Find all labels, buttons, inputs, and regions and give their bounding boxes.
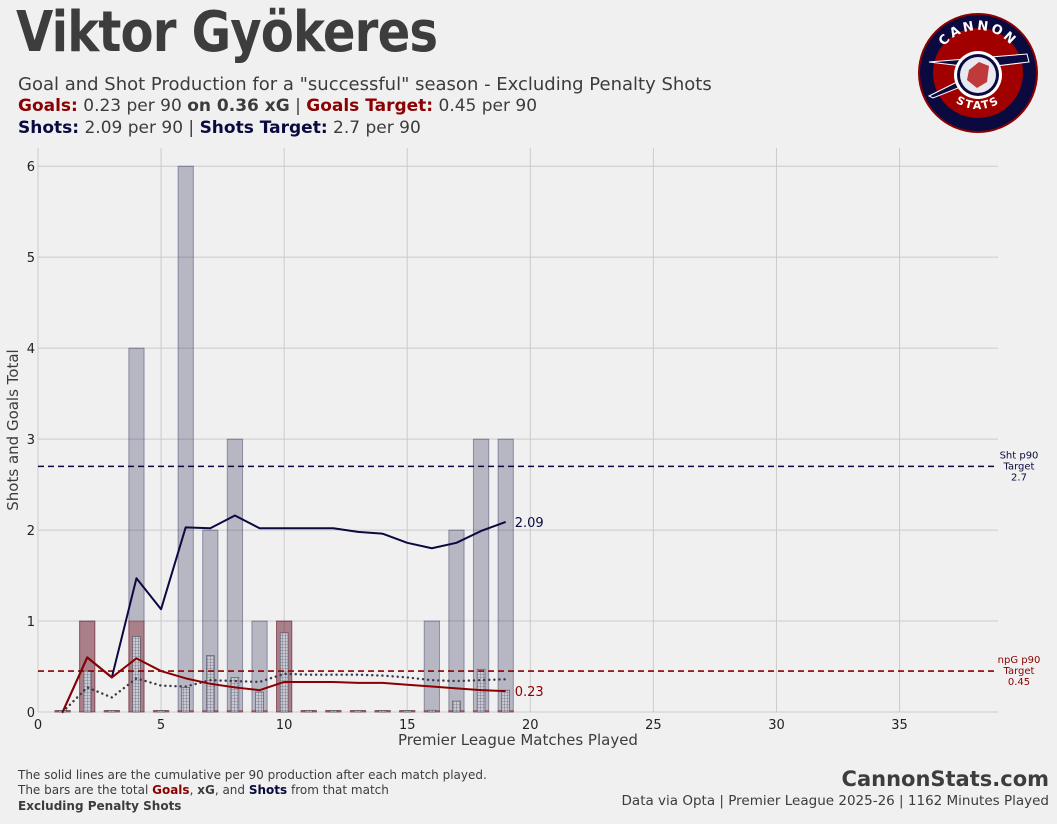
xg-bar <box>132 636 141 713</box>
shots-summary: Shots: 2.09 per 90 | Shots Target: 2.7 p… <box>18 118 421 138</box>
xg-bar <box>107 710 117 713</box>
goals-end-label: 0.23 <box>515 685 544 700</box>
y-tick-label: 2 <box>27 524 35 539</box>
x-tick-label: 20 <box>522 718 539 733</box>
y-tick-label: 1 <box>27 615 35 630</box>
goals-target-label: npG p90 <box>998 655 1041 666</box>
goals-target-label: Goals Target: <box>306 96 434 116</box>
footnote-line-2: The bars are the total Goals, xG, and Sh… <box>18 783 389 797</box>
logo-bottom-text: STATS <box>954 94 1002 113</box>
goals-target-label: Target <box>1003 666 1035 677</box>
footnote-pre: The bars are the total <box>18 783 149 797</box>
y-tick-label: 5 <box>27 251 35 266</box>
footnote-comma: , <box>189 783 194 797</box>
xg-bar <box>402 710 412 713</box>
xg-bar <box>156 710 166 713</box>
y-tick-label: 4 <box>27 342 35 357</box>
data-source: Data via Opta | Premier League 2025-26 |… <box>621 793 1049 809</box>
x-tick-label: 10 <box>276 718 293 733</box>
goals-target-label: 0.45 <box>1008 677 1030 688</box>
goals-value: 0.23 per 90 <box>83 96 182 116</box>
x-tick-label: 35 <box>891 718 908 733</box>
shots-label: Shots: <box>18 118 80 138</box>
goals-summary: Goals: 0.23 per 90 on 0.36 xG | Goals Ta… <box>18 96 537 116</box>
xg-bar <box>427 709 437 713</box>
x-axis-label: Premier League Matches Played <box>398 731 638 749</box>
shots-bar <box>448 529 465 713</box>
y-tick-label: 0 <box>27 706 35 721</box>
bars <box>54 165 514 713</box>
y-tick-label: 6 <box>27 160 35 175</box>
separator: | <box>295 96 301 116</box>
footnote-line-1: The solid lines are the cumulative per 9… <box>18 768 487 782</box>
y-axis-label: Shots and Goals Total <box>4 349 22 510</box>
brand-name: CannonStats.com <box>841 767 1049 791</box>
xg-p90-line <box>61 672 507 714</box>
shots-bar <box>423 620 440 713</box>
x-tick-label: 5 <box>157 718 165 733</box>
goals-p90-line <box>61 656 506 713</box>
shots-target-label: Sht p90 <box>1000 450 1039 461</box>
x-tick-label: 15 <box>399 718 416 733</box>
xg-bar <box>255 691 264 713</box>
cannon-stats-logo: CANNON STATS <box>918 13 1038 133</box>
xg-bar <box>82 670 92 713</box>
x-tick-label: 25 <box>645 718 662 733</box>
xg-bar <box>230 677 240 713</box>
shots-target-label: Target <box>1003 461 1035 472</box>
footnote-line-3: Excluding Penalty Shots <box>18 799 182 813</box>
shots-end-label: 2.09 <box>515 516 544 531</box>
grid <box>37 148 998 713</box>
xg-bar <box>181 687 190 713</box>
footnote-and: , and <box>214 783 246 797</box>
shots-p90-line <box>61 514 507 713</box>
y-tick-label: 3 <box>27 433 35 448</box>
shots-target-value: 2.7 per 90 <box>333 118 421 138</box>
shots-bar <box>177 165 194 713</box>
footnote-xg: xG <box>197 783 215 797</box>
xg-label: on 0.36 xG <box>187 96 290 116</box>
shots-target-label: 2.7 <box>1011 472 1027 483</box>
series-lines: 2.09 0.23 <box>61 514 544 714</box>
separator: | <box>188 118 195 138</box>
xg-bar <box>353 710 363 713</box>
goals-label: Goals: <box>18 96 78 116</box>
subtitle: Goal and Shot Production for a "successf… <box>18 74 712 95</box>
xg-bar <box>378 710 387 713</box>
shots-value: 2.09 per 90 <box>84 118 184 138</box>
xg-bar <box>452 700 461 713</box>
x-tick-label: 30 <box>768 718 785 733</box>
footnote-post: from that match <box>291 783 389 797</box>
xg-bar <box>279 632 289 713</box>
xg-bar <box>329 710 338 713</box>
xg-bar <box>304 710 314 713</box>
page-title: Viktor Gyökeres <box>16 0 438 65</box>
axes: 0 5 10 15 20 25 30 35 0 1 2 3 4 5 6 <box>27 160 908 733</box>
footnote-goals: Goals <box>152 783 190 797</box>
xg-bar <box>501 689 510 713</box>
shots-target-label: Shots Target: <box>199 118 328 138</box>
x-tick-label: 0 <box>34 718 42 733</box>
footnote-shots: Shots <box>248 783 288 797</box>
goals-target-value: 0.45 per 90 <box>438 96 538 116</box>
